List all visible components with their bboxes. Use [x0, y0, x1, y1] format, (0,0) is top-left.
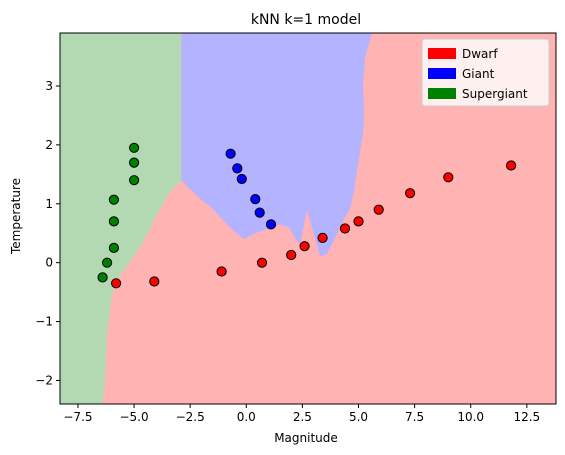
- y-tick-label-1: −1: [35, 315, 53, 329]
- point-supergiant-6: [102, 257, 113, 268]
- y-tick-label-5: 3: [45, 79, 53, 93]
- legend: Dwarf Giant Supergiant: [421, 38, 550, 107]
- legend-label-dwarf: Dwarf: [462, 47, 498, 61]
- plot-frame: [59, 32, 557, 405]
- x-tick-label-4: 2.5: [293, 410, 312, 424]
- y-tick-label-2: 0: [45, 256, 53, 270]
- x-tick-label-0: −7.5: [63, 410, 92, 424]
- legend-swatch-supergiant: [428, 88, 456, 99]
- point-giant-0: [225, 148, 236, 159]
- point-giant-1: [232, 163, 243, 174]
- point-giant-3: [250, 194, 261, 205]
- y-tick-label-0: −2: [35, 373, 53, 387]
- x-tick-label-1: −5.0: [119, 410, 148, 424]
- x-tick-label-5: 5.0: [349, 410, 368, 424]
- point-dwarf-4: [286, 249, 297, 261]
- point-supergiant-1: [129, 157, 140, 168]
- axes: −7.5 −5.0 −2.5 0.0 2.5 5.0 7.5 10.0 12.5 −2 −1 0 1 2 3: [35, 32, 557, 424]
- y-axis-label: Temperature: [9, 178, 23, 255]
- region-giant: [181, 33, 375, 257]
- x-tick-label-3: 0.0: [237, 410, 256, 424]
- point-dwarf-2: [216, 266, 227, 277]
- x-tick-label-2: −2.5: [176, 410, 205, 424]
- x-tick-label-7: 10.0: [457, 410, 484, 424]
- region-supergiant: [60, 33, 182, 404]
- point-giant-4: [254, 207, 265, 218]
- legend-swatch-dwarf: [428, 48, 456, 59]
- legend-label-giant: Giant: [462, 67, 495, 81]
- legend-label-supergiant: Supergiant: [462, 87, 528, 101]
- chart-title: kNN k=1 model: [251, 12, 361, 28]
- point-supergiant-3: [108, 194, 120, 205]
- point-supergiant-4: [108, 216, 120, 227]
- point-dwarf-1: [149, 276, 160, 287]
- point-supergiant-7: [97, 272, 108, 283]
- point-supergiant-0: [129, 142, 140, 153]
- point-dwarf-3: [256, 257, 268, 268]
- point-dwarf-12: [506, 160, 517, 171]
- point-dwarf-11: [443, 172, 454, 183]
- point-giant-2: [236, 173, 247, 185]
- x-tick-label-6: 7.5: [405, 410, 424, 424]
- point-giant-5: [265, 219, 277, 230]
- point-dwarf-5: [299, 241, 310, 252]
- point-dwarf-9: [373, 204, 384, 215]
- x-tick-label-8: 12.5: [513, 410, 540, 424]
- point-supergiant-2: [129, 175, 140, 186]
- legend-swatch-giant: [428, 68, 456, 79]
- x-axis-label: Magnitude: [274, 431, 338, 445]
- data-points: [97, 142, 517, 289]
- y-tick-label-3: 1: [45, 197, 53, 211]
- point-dwarf-0: [111, 278, 122, 289]
- point-dwarf-6: [317, 232, 328, 243]
- y-tick-label-4: 2: [45, 138, 53, 152]
- point-supergiant-5: [108, 242, 120, 253]
- point-dwarf-7: [339, 223, 351, 234]
- point-dwarf-10: [405, 188, 416, 199]
- point-dwarf-8: [353, 216, 364, 227]
